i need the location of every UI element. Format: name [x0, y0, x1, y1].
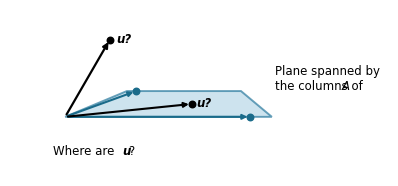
- Text: u?: u?: [196, 97, 211, 110]
- Point: [107, 38, 113, 41]
- Point: [133, 90, 139, 93]
- Text: Where are: Where are: [53, 145, 118, 158]
- Text: u?: u?: [116, 33, 131, 46]
- Point: [189, 102, 195, 105]
- Text: A: A: [341, 80, 349, 93]
- Polygon shape: [65, 91, 272, 117]
- Point: [247, 115, 254, 118]
- Text: ?: ?: [129, 145, 135, 158]
- Text: Plane spanned by: Plane spanned by: [275, 65, 380, 78]
- Text: the columns of: the columns of: [275, 80, 367, 93]
- Text: u: u: [122, 145, 131, 158]
